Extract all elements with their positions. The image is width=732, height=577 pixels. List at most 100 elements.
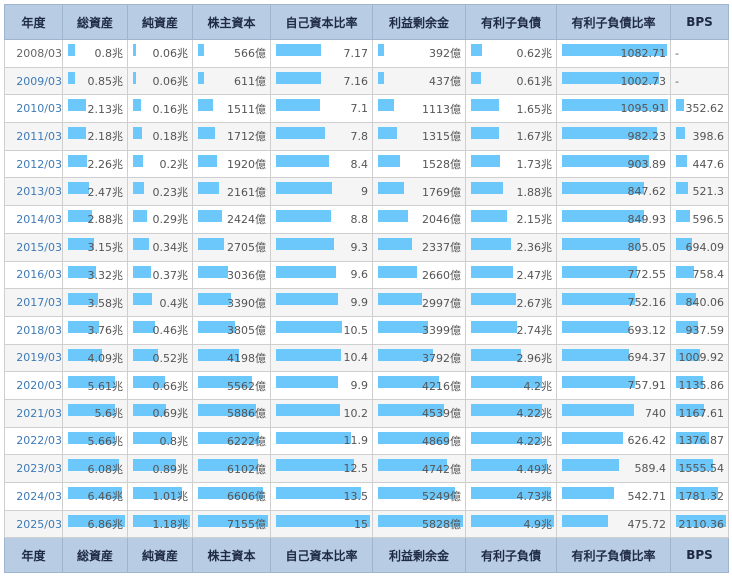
table-row: 2017/03 3.58兆 0.4兆 3390億 9.9 2997億 2.67兆 752.16… [4, 288, 729, 317]
cell-value: 1920億 [227, 158, 266, 172]
year-link[interactable]: 2020/03 [16, 379, 62, 393]
cell-year[interactable]: 2011/03 [4, 122, 63, 151]
table-row: 2024/03 6.46兆 1.01兆 6606億 13.5 5249億 4.73兆 542.… [4, 482, 729, 511]
cell-value: 2.88兆 [87, 213, 124, 227]
cell-value: 0.8兆 [159, 434, 189, 448]
cell-equity-ratio: 9 [270, 177, 373, 207]
cell-value: 1781.32 [678, 489, 725, 503]
value-bar [276, 154, 329, 167]
value-bar [133, 431, 172, 444]
table-row: 2023/03 6.08兆 0.89兆 6102億 12.5 4742億 4.49兆 589.… [4, 454, 729, 483]
cell-value: 2.96兆 [516, 351, 553, 365]
year-link[interactable]: 2015/03 [16, 240, 62, 254]
cell-year[interactable]: 2014/03 [4, 205, 63, 234]
value-bar [133, 320, 155, 333]
year-link[interactable]: 2024/03 [16, 489, 62, 503]
header-bps: BPS [670, 4, 729, 40]
year-link[interactable]: 2009/03 [16, 74, 62, 88]
year-link[interactable]: 2023/03 [16, 462, 62, 476]
cell-year[interactable]: 2025/03 [4, 509, 63, 539]
cell-value: 2.26兆 [87, 158, 124, 172]
value-bar [471, 376, 542, 389]
table-row: 2015/03 3.15兆 0.34兆 2705億 9.3 2337億 2.36兆 805.0… [4, 232, 729, 262]
cell-bps: - [670, 39, 729, 68]
cell-net-assets: 0.4兆 [127, 288, 193, 317]
value-bar [133, 127, 142, 140]
value-bar [133, 154, 143, 167]
year-link[interactable]: 2010/03 [16, 102, 62, 116]
cell-total-assets: 3.32兆 [62, 260, 128, 290]
cell-value: 2110.36 [678, 517, 725, 531]
cell-year[interactable]: 2013/03 [4, 177, 63, 207]
year-link[interactable]: 2025/03 [16, 517, 62, 531]
cell-year[interactable]: 2010/03 [4, 94, 63, 124]
header-equity-ratio: 自己資本比率 [270, 4, 373, 40]
cell-year[interactable]: 2023/03 [4, 454, 63, 483]
value-bar [276, 459, 354, 472]
cell-bps: 937.59 [670, 315, 729, 345]
cell-bps: 352.62 [670, 94, 729, 124]
value-bar [68, 99, 86, 112]
cell-value: 0.2兆 [159, 158, 189, 172]
value-bar [378, 99, 394, 112]
cell-equity-ratio: 7.17 [270, 39, 373, 68]
year-link[interactable]: 2019/03 [16, 351, 62, 365]
cell-value: 740 [645, 406, 666, 420]
cell-year[interactable]: 2018/03 [4, 315, 63, 345]
cell-value: 4.9兆 [523, 518, 553, 532]
cell-value: 758.4 [692, 268, 725, 282]
value-bar [198, 487, 263, 499]
cell-year[interactable]: 2019/03 [4, 343, 63, 373]
cell-value: 437億 [429, 75, 461, 89]
cell-value: 9.6 [350, 268, 369, 282]
cell-bps: 398.6 [670, 122, 729, 151]
value-bar [676, 403, 704, 416]
cell-value: 10.2 [343, 406, 369, 420]
cell-value: 2.36兆 [516, 241, 553, 255]
cell-value: 2.13兆 [87, 102, 124, 116]
cell-value: 2337億 [422, 241, 461, 255]
cell-year[interactable]: 2012/03 [4, 149, 63, 179]
year-link[interactable]: 2017/03 [16, 296, 62, 310]
year-link[interactable]: 2022/03 [16, 434, 62, 448]
cell-year[interactable]: 2017/03 [4, 288, 63, 317]
cell-value: 6.46兆 [87, 490, 124, 504]
cell-equity: 3805億 [192, 315, 271, 345]
table-row: 2008/03 0.8兆 0.06兆 566億 7.17 392億 0.62兆 1082.71… [4, 39, 729, 68]
cell-year[interactable]: 2020/03 [4, 371, 63, 400]
cell-year[interactable]: 2024/03 [4, 482, 63, 511]
cell-year[interactable]: 2021/03 [4, 398, 63, 428]
year-link[interactable]: 2013/03 [16, 185, 62, 199]
value-bar [378, 348, 433, 361]
cell-equity: 611億 [192, 66, 271, 96]
cell-value: 596.5 [692, 212, 725, 226]
cell-total-assets: 3.58兆 [62, 288, 128, 317]
value-bar [198, 514, 268, 527]
cell-year[interactable]: 2009/03 [4, 66, 63, 96]
cell-year[interactable]: 2016/03 [4, 260, 63, 290]
year-link[interactable]: 2014/03 [16, 212, 62, 226]
table-row: 2021/03 5.6兆 0.69兆 5886億 10.2 4539億 4.22兆 740 11… [4, 398, 729, 428]
header-year: 年度 [4, 4, 63, 40]
cell-net-assets: 0.52兆 [127, 343, 193, 373]
cell-year[interactable]: 2015/03 [4, 232, 63, 262]
cell-value: 0.61兆 [516, 75, 553, 89]
year-link[interactable]: 2021/03 [16, 406, 62, 420]
cell-value: 4.09兆 [87, 351, 124, 365]
value-bar [276, 210, 331, 223]
footer-header-net-assets: 純資産 [127, 537, 193, 574]
year-link[interactable]: 2011/03 [16, 129, 62, 143]
value-bar [378, 127, 397, 140]
value-bar [198, 376, 252, 389]
cell-equity: 3036億 [192, 260, 271, 290]
year-link[interactable]: 2012/03 [16, 157, 62, 171]
value-bar [471, 265, 513, 278]
cell-value: 6.08兆 [87, 462, 124, 476]
year-link[interactable]: 2018/03 [16, 323, 62, 337]
value-bar [562, 237, 640, 250]
cell-year[interactable]: 2022/03 [4, 426, 63, 456]
cell-equity: 1511億 [192, 94, 271, 124]
cell-value: 0.23兆 [152, 185, 189, 199]
year-link[interactable]: 2016/03 [16, 268, 62, 282]
cell-equity: 4198億 [192, 343, 271, 373]
